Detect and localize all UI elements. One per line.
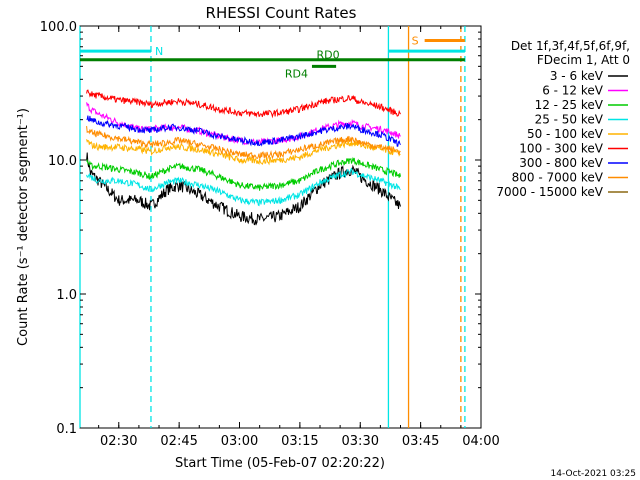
legend-label-5: 100 - 300 keV xyxy=(519,142,603,156)
y-tick-label-1: 1.0 xyxy=(56,288,77,303)
series-line-6 xyxy=(86,115,401,147)
x-tick-label-6: 04:00 xyxy=(462,434,499,449)
legend-label-7: 800 - 7000 keV xyxy=(512,171,604,185)
series-line-5 xyxy=(86,89,401,119)
annotation-label-rd4: RD4 xyxy=(285,67,308,80)
legend-header-line-2: FDecim 1, Att 0 xyxy=(537,53,630,67)
x-tick-label-4: 03:30 xyxy=(342,434,379,449)
legend-header-line-1: Det 1f,3f,4f,5f,6f,9f, xyxy=(511,39,630,53)
x-tick-label-2: 03:00 xyxy=(221,434,258,449)
x-axis-label: Start Time (05-Feb-07 02:20:22) xyxy=(175,456,385,471)
legend-label-3: 25 - 50 keV xyxy=(535,113,604,127)
legend-label-4: 50 - 100 keV xyxy=(527,127,604,141)
annotation-label-s: S xyxy=(412,34,419,47)
series-line-3 xyxy=(86,167,401,207)
chart-axes: 0.1 1.0 10.0 100.0 02:30 02:45 03:00 03:15 03:30… xyxy=(40,20,500,449)
legend-label-1: 6 - 12 keV xyxy=(542,84,604,98)
legend-label-0: 3 - 6 keV xyxy=(550,69,604,83)
y-tick-label-3: 100.0 xyxy=(40,20,77,35)
series-line-7 xyxy=(86,126,401,160)
chart-title: RHESSI Count Rates xyxy=(206,4,357,22)
chart-marks: N S RD0 RD4 xyxy=(79,26,466,428)
plot-frame xyxy=(79,25,482,429)
footer-date: 14-Oct-2021 03:25 xyxy=(551,469,636,479)
y-tick-label-0: 0.1 xyxy=(56,422,77,437)
series-line-2 xyxy=(86,156,401,191)
x-tick-label-3: 03:15 xyxy=(281,434,318,449)
series-line-1 xyxy=(86,102,401,146)
legend-label-8: 7000 - 15000 keV xyxy=(496,185,603,199)
legend-label-6: 300 - 800 keV xyxy=(519,156,603,170)
legend-label-2: 12 - 25 keV xyxy=(535,98,604,112)
annotation-label-rd0: RD0 xyxy=(316,49,339,62)
x-tick-label-0: 02:30 xyxy=(100,434,137,449)
x-tick-label-1: 02:45 xyxy=(160,434,197,449)
legend: Det 1f,3f,4f,5f,6f,9f, FDecim 1, Att 0 3… xyxy=(496,39,630,199)
y-axis-label: Count Rate (s⁻¹ detector segment⁻¹) xyxy=(16,108,31,346)
annotation-label-n: N xyxy=(155,45,163,58)
x-tick-label-5: 03:45 xyxy=(402,434,439,449)
y-tick-label-2: 10.0 xyxy=(48,154,77,169)
